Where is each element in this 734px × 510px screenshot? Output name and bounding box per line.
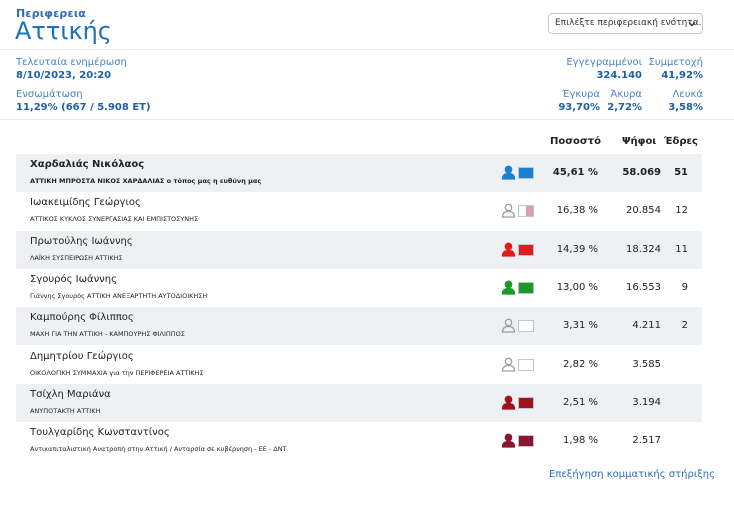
blank-label: Λευκά xyxy=(672,89,703,100)
candidate-name: Σγουρός Ιωάννης xyxy=(30,274,117,285)
region-title: Αττικής xyxy=(15,17,112,45)
column-header-seats: Έδρες xyxy=(664,136,698,147)
regional-unit-select-label: Επιλέξτε περιφερειακή ενότητα... xyxy=(555,18,703,28)
candidate-pct: 45,61 % xyxy=(552,167,598,178)
valid-value: 93,70% xyxy=(558,102,600,113)
person-icon xyxy=(501,280,516,295)
person-icon xyxy=(501,203,516,218)
candidate-pct: 2,82 % xyxy=(563,359,598,370)
table-row[interactable]: Σγουρός Ιωάννης Γιάννης Σγουρός ΑΤΤΙΚΗ Α… xyxy=(16,269,702,307)
party-color-swatch xyxy=(518,435,534,447)
candidate-pct: 3,31 % xyxy=(563,320,598,331)
table-row[interactable]: Ιωακειμίδης Γεώργιος ΑΤΤΙΚΟΣ ΚΥΚΛΟΣ ΣΥΝΕ… xyxy=(16,192,702,230)
candidate-votes: 2.517 xyxy=(632,435,661,446)
turnout-value: 41,92% xyxy=(661,70,703,81)
party-color-swatch xyxy=(518,244,534,256)
party-color-swatch xyxy=(518,205,534,217)
party-color-swatch xyxy=(518,397,534,409)
table-row[interactable]: Πρωτούλης Ιωάννης ΛΑΪΚΗ ΣΥΣΠΕΙΡΩΣΗ ΑΤΤΙΚ… xyxy=(16,231,702,269)
integration-pct: 11,29% xyxy=(16,102,58,113)
region-kicker: Περιφερεια xyxy=(16,7,87,20)
candidate-pct: 16,38 % xyxy=(556,205,598,216)
candidate-party: Γιάννης Σγουρός ΑΤΤΙΚΗ ΑΝΕΞΑΡΤΗΤΗ ΑΥΤΟΔΙ… xyxy=(30,292,208,300)
person-icon xyxy=(501,395,516,410)
registered-label: Εγγεγραμμένοι xyxy=(566,57,642,68)
turnout-label: Συμμετοχή xyxy=(648,57,704,68)
updated-label: Τελευταία ενημέρωση xyxy=(16,57,127,68)
candidate-pct: 13,00 % xyxy=(556,282,598,293)
candidate-votes: 18.324 xyxy=(626,244,661,255)
candidate-pct: 1,98 % xyxy=(563,435,598,446)
candidate-party: ΑΤΤΙΚΟΣ ΚΥΚΛΟΣ ΣΥΝΕΡΓΑΣΙΑΣ ΚΑΙ ΕΜΠΙΣΤΟΣΥ… xyxy=(30,215,199,223)
candidate-name: Καμπούρης Φίλιππος xyxy=(30,312,134,323)
table-row[interactable]: Δημητρίου Γεώργιος ΟΙΚΟΛΟΓΙΚΗ ΣΥΜΜΑΧΙΑ γ… xyxy=(16,346,702,384)
invalid-value: 2,72% xyxy=(607,102,642,113)
chevron-down-icon xyxy=(688,22,696,27)
table-row[interactable]: Καμπούρης Φίλιππος ΜΑΧΗ ΓΙΑ ΤΗΝ ΑΤΤΙΚΗ -… xyxy=(16,307,702,345)
candidate-party: Αντικαπιταλιστική Ανατροπή στην Αττική /… xyxy=(30,445,287,453)
candidate-pct: 14,39 % xyxy=(556,244,598,255)
candidate-party: ΟΙΚΟΛΟΓΙΚΗ ΣΥΜΜΑΧΙΑ για την ΠΕΡΙΦΕΡΕΙΑ Α… xyxy=(30,369,204,377)
blank-value: 3,58% xyxy=(668,102,703,113)
candidate-seats: 12 xyxy=(675,205,688,216)
candidate-votes: 58.069 xyxy=(622,167,661,178)
party-color-swatch xyxy=(518,167,534,179)
party-color-swatch xyxy=(518,320,534,332)
candidate-seats: 51 xyxy=(674,167,688,178)
stats-panel: Τελευταία ενημέρωση 8/10/2023, 20:20 Ενσ… xyxy=(0,50,734,120)
region-header: Περιφερεια Αττικής Επιλέξτε περιφερειακή… xyxy=(0,0,734,50)
candidate-party: ΑΝΥΠΟΤΑΚΤΗ ΑΤΤΙΚΗ xyxy=(30,407,101,415)
party-support-explanation-link[interactable]: Επεξήγηση κομματικής στήριξης xyxy=(549,469,715,480)
registered-value: 324.140 xyxy=(596,70,642,81)
candidate-seats: 2 xyxy=(681,320,688,331)
candidate-votes: 3.194 xyxy=(632,397,661,408)
candidate-party: ΜΑΧΗ ΓΙΑ ΤΗΝ ΑΤΤΙΚΗ - ΚΑΜΠΟΥΡΗΣ ΦΙΛΙΠΠΟΣ xyxy=(30,330,185,338)
candidate-seats: 9 xyxy=(681,282,688,293)
candidate-votes: 20.854 xyxy=(626,205,661,216)
column-header-votes: Ψήφοι xyxy=(622,136,657,147)
candidate-pct: 2,51 % xyxy=(563,397,598,408)
valid-label: Έγκυρα xyxy=(562,89,600,100)
table-row[interactable]: Χαρδαλιάς Νικόλαος ΑΤΤΙΚΗ ΜΠΡΟΣΤΑ ΝΙΚΟΣ … xyxy=(16,154,702,192)
party-color-swatch xyxy=(518,359,534,371)
candidate-name: Δημητρίου Γεώργιος xyxy=(30,351,134,362)
candidate-votes: 4.211 xyxy=(632,320,661,331)
integration-value: 11,29% (667 / 5.908 ΕΤ) xyxy=(16,102,151,113)
candidate-seats: 11 xyxy=(675,244,688,255)
candidate-name: Τουλγαρίδης Κωνσταντίνος xyxy=(30,427,170,438)
column-header-pct: Ποσοστό xyxy=(550,136,601,147)
regional-unit-select[interactable]: Επιλέξτε περιφερειακή ενότητα... xyxy=(548,13,703,34)
person-icon xyxy=(501,433,516,448)
integration-detail: (667 / 5.908 ΕΤ) xyxy=(61,102,151,113)
candidate-votes: 3.585 xyxy=(632,359,661,370)
candidate-votes: 16.553 xyxy=(626,282,661,293)
invalid-label: Άκυρα xyxy=(610,89,642,100)
table-row[interactable]: Τουλγαρίδης Κωνσταντίνος Αντικαπιταλιστι… xyxy=(16,422,702,460)
candidate-name: Πρωτούλης Ιωάννης xyxy=(30,236,133,247)
updated-value: 8/10/2023, 20:20 xyxy=(16,70,112,81)
integration-label: Ενσωμάτωση xyxy=(16,89,83,100)
person-icon xyxy=(501,318,516,333)
candidate-name: Τσίχλη Μαριάνα xyxy=(30,389,111,400)
candidate-party: ΑΤΤΙΚΗ ΜΠΡΟΣΤΑ ΝΙΚΟΣ ΧΑΡΔΑΛΙΑΣ ο τόπος μ… xyxy=(30,177,262,185)
person-icon xyxy=(501,242,516,257)
person-icon xyxy=(501,357,516,372)
candidate-name: Ιωακειμίδης Γεώργιος xyxy=(30,197,141,208)
person-icon xyxy=(501,165,516,180)
candidate-name: Χαρδαλιάς Νικόλαος xyxy=(30,159,145,170)
party-color-swatch xyxy=(518,282,534,294)
table-row[interactable]: Τσίχλη Μαριάνα ΑΝΥΠΟΤΑΚΤΗ ΑΤΤΙΚΗ 2,51 % … xyxy=(16,384,702,422)
candidate-party: ΛΑΪΚΗ ΣΥΣΠΕΙΡΩΣΗ ΑΤΤΙΚΗΣ xyxy=(30,254,123,262)
